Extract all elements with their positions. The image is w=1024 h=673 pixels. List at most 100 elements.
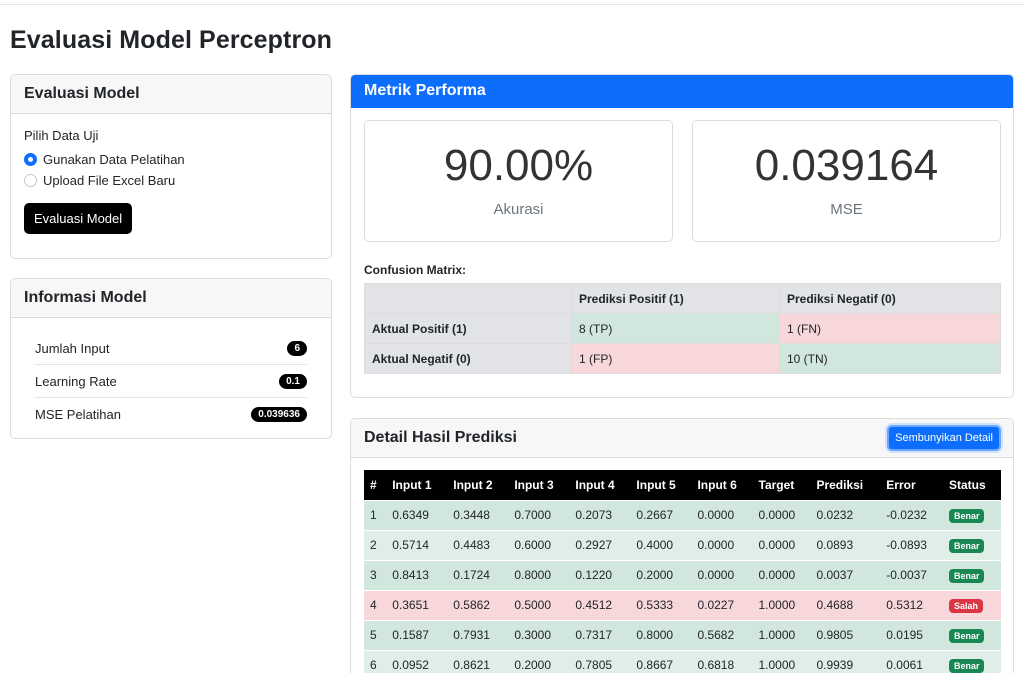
table-cell: 0.0061	[880, 649, 943, 673]
radio-label: Upload File Excel Baru	[43, 172, 176, 188]
informasi-model-header: Informasi Model	[11, 279, 331, 318]
table-row: 5 0.1587 0.7931 0.3000 0.7317 0.8000 0.5682 1.0…	[364, 619, 1001, 650]
radio-unchecked-icon[interactable]	[24, 173, 37, 187]
evaluasi-model-card: Evaluasi Model Pilih Data Uji Gunakan Da…	[10, 74, 332, 259]
radio-upload-file-excel[interactable]: Upload File Excel Baru	[24, 172, 318, 188]
status-badge: Benar	[948, 658, 985, 673]
table-cell: 4	[364, 589, 387, 620]
informasi-model-card: Informasi Model Jumlah Input 6 Learning …	[10, 278, 332, 439]
table-cell: 0.9939	[810, 649, 881, 673]
table-cell: 0.0195	[880, 619, 943, 650]
table-cell: 0.0000	[752, 499, 811, 530]
cm-fp: 1 (FP)	[571, 343, 780, 374]
table-row: 2 0.5714 0.4483 0.6000 0.2927 0.4000 0.0000 0.0…	[364, 529, 1001, 560]
detail-hasil-prediksi-header: Detail Hasil Prediksi Sembunyikan Detail	[351, 419, 1013, 458]
cm-col-negatif: Prediksi Negatif (0)	[779, 283, 1001, 314]
column-header: Input 5	[630, 470, 692, 500]
mse-box: 0.039164 MSE	[692, 120, 1001, 242]
table-row: 4 0.3651 0.5862 0.5000 0.4512 0.5333 0.0227 1.0…	[364, 589, 1001, 620]
column-header: #	[364, 470, 387, 500]
table-cell: 0.4688	[810, 589, 881, 620]
table-cell: 0.7317	[569, 619, 631, 650]
table-cell: 0.0952	[386, 649, 448, 673]
info-badge: 0.039636	[251, 407, 307, 422]
column-header: Error	[880, 470, 943, 500]
table-cell: Benar	[942, 619, 1001, 650]
radio-checked-icon[interactable]	[24, 152, 37, 166]
table-cell: 0.8413	[386, 559, 448, 590]
table-cell: 0.7000	[508, 499, 570, 530]
table-cell: 5	[364, 619, 387, 650]
info-label: Learning Rate	[35, 373, 117, 389]
table-cell: -0.0232	[880, 499, 943, 530]
table-cell: 0.1220	[569, 559, 631, 590]
table-cell: -0.0893	[880, 529, 943, 560]
status-badge: Benar	[948, 538, 985, 553]
table-cell: 0.2927	[569, 529, 631, 560]
accuracy-value: 90.00%	[443, 141, 594, 190]
accuracy-box: 90.00% Akurasi	[364, 120, 673, 242]
column-header: Input 1	[386, 470, 448, 500]
column-header: Input 4	[569, 470, 631, 500]
table-cell: 6	[364, 649, 387, 673]
table-cell: 0.0232	[810, 499, 881, 530]
table-cell: 0.4512	[569, 589, 631, 620]
cm-row-positif: Aktual Positif (1)	[364, 313, 572, 344]
table-cell: 0.7805	[569, 649, 631, 673]
table-cell: 3	[364, 559, 387, 590]
info-row-mse-pelatihan: MSE Pelatihan 0.039636	[35, 398, 307, 431]
table-cell: Benar	[942, 499, 1001, 530]
table-cell: 2	[364, 529, 387, 560]
table-cell: 0.0000	[691, 559, 753, 590]
sembunyikan-detail-button[interactable]: Sembunyikan Detail	[887, 425, 1001, 451]
table-cell: 0.2667	[630, 499, 692, 530]
table-cell: 0.0037	[810, 559, 881, 590]
detail-title: Detail Hasil Prediksi	[364, 429, 517, 446]
prediction-table-body: 1 0.6349 0.3448 0.7000 0.2073 0.2667 0.0000 0.0…	[364, 499, 1001, 673]
table-cell: 1	[364, 499, 387, 530]
prediction-table-header: # Input 1 Input 2 Input 3 Input 4 Input 5 Inpu…	[364, 470, 1001, 500]
radio-gunakan-data-pelatihan[interactable]: Gunakan Data Pelatihan	[24, 151, 318, 167]
cm-tn: 10 (TN)	[779, 343, 1001, 374]
table-row: 6 0.0952 0.8621 0.2000 0.7805 0.8667 0.6818 1.0…	[364, 649, 1001, 673]
table-cell: 0.0227	[691, 589, 753, 620]
table-cell: 0.0000	[691, 529, 753, 560]
column-header: Target	[752, 470, 811, 500]
cm-col-positif: Prediksi Positif (1)	[571, 283, 780, 314]
table-cell: Benar	[942, 649, 1001, 673]
info-label: MSE Pelatihan	[35, 407, 121, 422]
table-cell: 0.1587	[386, 619, 448, 650]
table-cell: 1.0000	[752, 589, 811, 620]
table-cell: 0.8667	[630, 649, 692, 673]
table-cell: 0.0893	[810, 529, 881, 560]
info-badge: 6	[287, 340, 307, 356]
table-cell: 0.0000	[752, 559, 811, 590]
column-header: Input 6	[691, 470, 753, 500]
table-cell: Benar	[942, 559, 1001, 590]
cm-corner	[364, 283, 572, 314]
table-cell: 0.8000	[508, 559, 570, 590]
table-cell: 0.4000	[630, 529, 692, 560]
status-badge: Benar	[948, 508, 985, 523]
prediction-table: # Input 1 Input 2 Input 3 Input 4 Input 5 Inpu…	[364, 470, 1001, 673]
column-header: Input 2	[447, 470, 509, 500]
confusion-matrix-label: Confusion Matrix:	[364, 263, 466, 277]
mse-value: 0.039164	[754, 141, 939, 190]
accuracy-label: Akurasi	[493, 201, 544, 218]
table-cell: 0.9805	[810, 619, 881, 650]
table-cell: 0.6000	[508, 529, 570, 560]
evaluasi-model-header: Evaluasi Model	[11, 75, 331, 114]
table-cell: 0.7931	[447, 619, 509, 650]
table-cell: 0.2073	[569, 499, 631, 530]
table-cell: 0.6818	[691, 649, 753, 673]
pilih-data-label: Pilih Data Uji	[24, 128, 99, 143]
info-badge: 0.1	[279, 373, 307, 389]
table-cell: 0.5312	[880, 589, 943, 620]
table-cell: 0.4483	[447, 529, 509, 560]
info-row-learning-rate: Learning Rate 0.1	[35, 365, 307, 398]
evaluasi-model-button[interactable]: Evaluasi Model	[24, 203, 133, 234]
column-header: Prediksi	[810, 470, 881, 500]
column-header: Input 3	[508, 470, 570, 500]
table-cell: -0.0037	[880, 559, 943, 590]
confusion-matrix-table: Prediksi Positif (1) Prediksi Negatif (0…	[364, 283, 1001, 374]
